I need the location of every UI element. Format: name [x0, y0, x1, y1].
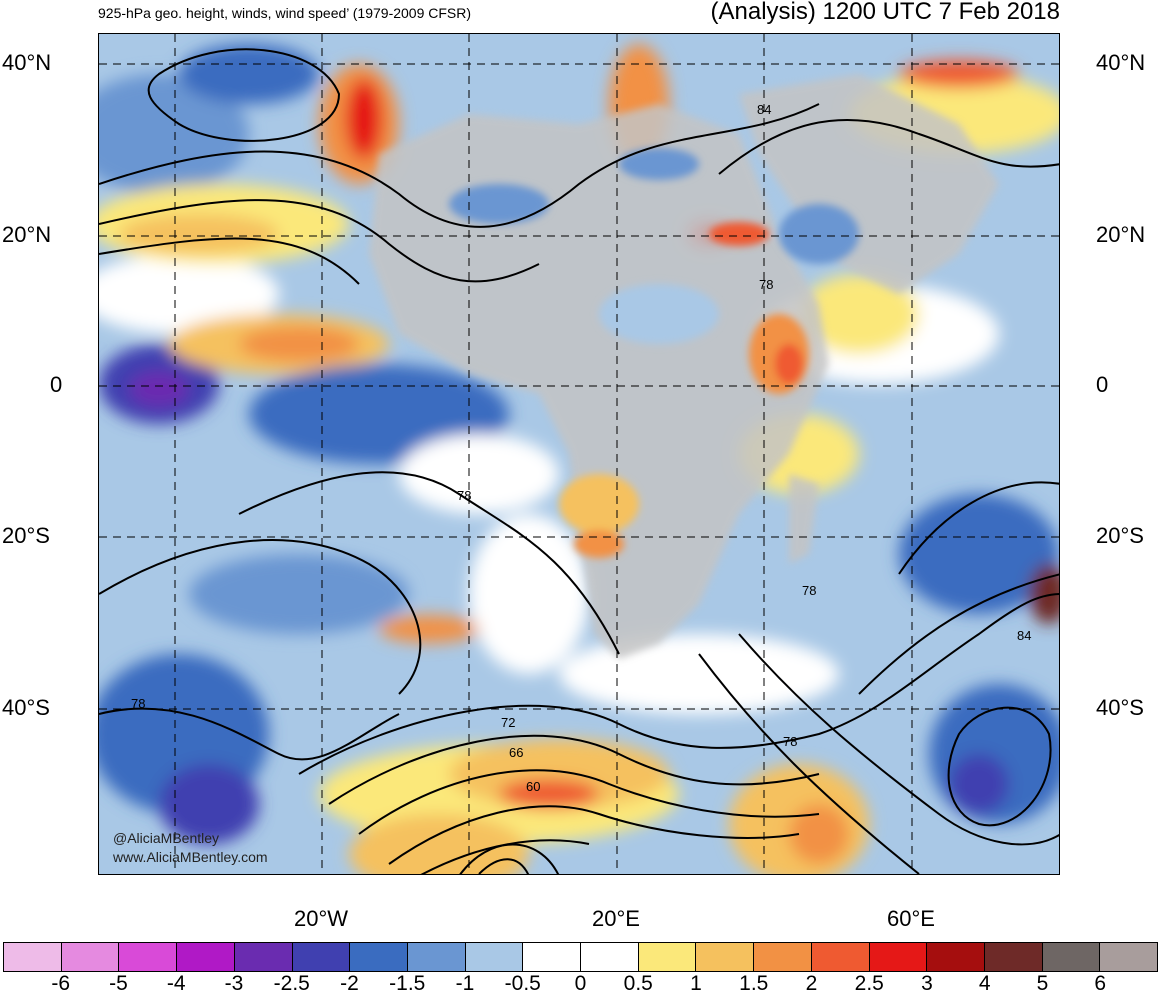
colorbar-swatch [177, 943, 235, 971]
contour-label: 78 [131, 696, 145, 711]
colorbar-swatch [465, 943, 524, 971]
colorbar-swatch [984, 943, 1043, 971]
colorbar-swatch [1042, 943, 1101, 971]
colorbar-tick-label: -3 [224, 972, 244, 995]
lon-label: 20°E [592, 906, 640, 931]
colorbar-tick-label: -0.5 [504, 972, 541, 995]
colorbar-swatch [696, 943, 755, 971]
land-anomaly-spots [449, 148, 859, 558]
map-title: (Analysis) 1200 UTC 7 Feb 2018 [710, 0, 1061, 25]
colorbar-tick-label: 2 [805, 972, 818, 995]
contour-label: 78 [457, 488, 471, 503]
colorbar-swatch [119, 943, 178, 971]
colorbar-swatch [1100, 943, 1158, 971]
contour-label: 78 [783, 734, 797, 749]
colorbar-swatch [927, 943, 985, 971]
lat-label-left: 20°S [2, 523, 50, 548]
colorbar-swatch [292, 943, 351, 971]
lat-label-right: 20°S [1096, 523, 1144, 548]
colorbar-tick-label: -4 [166, 972, 186, 995]
colorbar-tick-label: -2.5 [273, 972, 310, 995]
watermark-handle: @AliciaMBentley [113, 830, 220, 846]
lat-label-right: 40°S [1096, 695, 1144, 720]
colorbar-tick-label: -2 [340, 972, 359, 995]
map-panel: 84 78 78 78 84 78 72 66 60 78 @AliciaMBe… [98, 33, 1060, 875]
map-canvas: 84 78 78 78 84 78 72 66 60 78 [99, 34, 1059, 874]
contour-label: 78 [759, 277, 773, 292]
colorbar-tick-label: 1.5 [739, 972, 769, 995]
land-masses [369, 74, 999, 659]
colorbar-swatch [350, 943, 408, 971]
colorbar-swatch [234, 943, 293, 971]
contour-label: 84 [1017, 628, 1031, 643]
colorbar-swatch [407, 943, 466, 971]
colorbar-swatch [523, 943, 582, 971]
anomaly-field [99, 44, 1059, 874]
lat-label-left: 0 [50, 372, 63, 397]
lon-label: 20°W [293, 906, 349, 931]
colorbar-swatch [811, 943, 870, 971]
colorbar-swatch [581, 943, 639, 971]
contour-value-labels: 84 78 78 78 84 78 72 66 60 78 [131, 102, 1031, 794]
colorbar-tick-label: 4 [978, 972, 991, 995]
colorbar-tick-label: -1.5 [389, 972, 426, 995]
colorbar-tick-label: 3 [921, 972, 933, 995]
colorbar-tick-label: 1 [690, 972, 702, 995]
lat-label-left: 20°N [2, 222, 52, 247]
colorbar-tick-label: -5 [109, 972, 128, 995]
colorbar-tick-label: 6 [1094, 972, 1107, 995]
colorbar-tick-label: -6 [51, 972, 71, 995]
contour-label: 66 [509, 745, 523, 760]
lon-label: 60°E [887, 906, 935, 931]
graticule [99, 34, 1059, 874]
lat-label-left: 40°S [2, 695, 50, 720]
lat-label-right: 20°N [1096, 222, 1146, 247]
colorbar-swatch [4, 943, 62, 971]
contour-label: 72 [501, 715, 515, 730]
map-subtitle: 925-hPa geo. height, winds, wind speed’ … [98, 5, 472, 21]
contour-label: 84 [757, 102, 771, 117]
colorbar-tick-label: 0 [574, 972, 587, 995]
colorbar-swatch [754, 943, 812, 971]
watermark-url: www.AliciaMBentley.com [113, 849, 268, 865]
colorbar-swatch [638, 943, 697, 971]
colorbar-tick-label: 0.5 [623, 972, 653, 995]
colorbar [3, 942, 1158, 972]
colorbar-tick-label: 5 [1036, 972, 1049, 995]
height-contours [99, 48, 1059, 874]
colorbar-tick-label: 2.5 [854, 972, 884, 995]
colorbar-swatch [869, 943, 928, 971]
contour-label: 60 [526, 779, 540, 794]
lat-label-right: 0 [1096, 372, 1109, 397]
colorbar-tick-label: -1 [455, 972, 475, 995]
colorbar-swatch [61, 943, 120, 971]
contour-label: 78 [802, 583, 816, 598]
lat-label-left: 40°N [2, 50, 52, 75]
lat-label-right: 40°N [1096, 50, 1146, 75]
